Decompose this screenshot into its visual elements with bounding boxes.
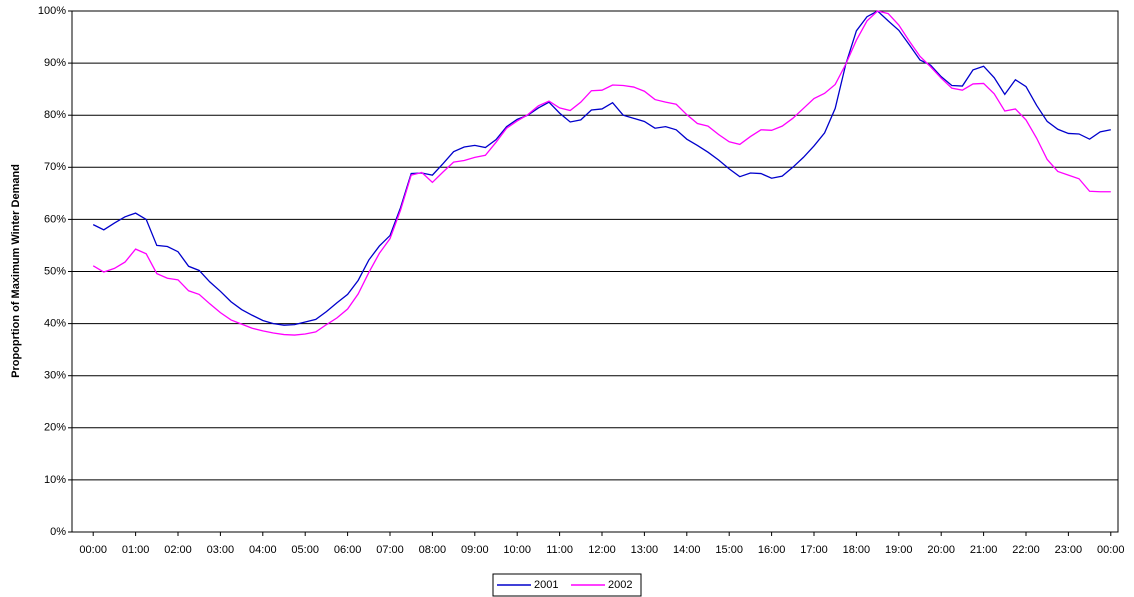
x-tick-label: 01:00 [122, 544, 150, 556]
x-tick-label: 00:00 [79, 544, 107, 556]
legend-label: 2002 [608, 579, 632, 591]
x-tick-label: 00:00 [1097, 544, 1125, 556]
x-tick-label: 21:00 [970, 544, 998, 556]
x-tick-label: 02:00 [164, 544, 192, 556]
x-tick-label: 19:00 [885, 544, 913, 556]
x-tick-label: 09:00 [461, 544, 489, 556]
y-tick-label: 60% [44, 213, 66, 225]
x-tick-label: 14:00 [673, 544, 701, 556]
y-tick-label: 30% [44, 370, 66, 382]
y-tick-label: 20% [44, 422, 66, 434]
legend-box [492, 573, 642, 597]
data-line [92, 10, 1111, 326]
x-tick-label: 03:00 [207, 544, 235, 556]
y-tick-label: 80% [44, 109, 66, 121]
x-tick-label: 13:00 [631, 544, 659, 556]
y-tick-label: 40% [44, 318, 66, 330]
x-tick-label: 16:00 [758, 544, 786, 556]
legend-label: 2001 [534, 579, 558, 591]
x-tick-label: 04:00 [249, 544, 277, 556]
x-tick-label: 06:00 [334, 544, 362, 556]
x-tick-label: 05:00 [291, 544, 319, 556]
x-tick-label: 15:00 [715, 544, 743, 556]
x-tick-label: 20:00 [927, 544, 955, 556]
x-tick-label: 18:00 [843, 544, 871, 556]
data-line [92, 10, 1111, 336]
y-tick-label: 10% [44, 474, 66, 486]
x-tick-label: 11:00 [546, 544, 573, 556]
y-tick-label: 70% [44, 161, 66, 173]
x-tick-label: 22:00 [1012, 544, 1040, 556]
x-tick-label: 10:00 [503, 544, 531, 556]
x-tick-label: 12:00 [588, 544, 616, 556]
y-tick-label: 0% [50, 526, 66, 538]
x-tick-label: 17:00 [800, 544, 828, 556]
y-tick-label: 100% [38, 5, 66, 17]
x-tick-label: 07:00 [376, 544, 404, 556]
y-axis-label: Propoprtion of Maximum Winter Demand [10, 164, 22, 378]
y-tick-label: 50% [44, 265, 66, 277]
x-tick-label: 23:00 [1055, 544, 1083, 556]
y-tick-label: 90% [44, 57, 66, 69]
x-tick-label: 08:00 [419, 544, 447, 556]
